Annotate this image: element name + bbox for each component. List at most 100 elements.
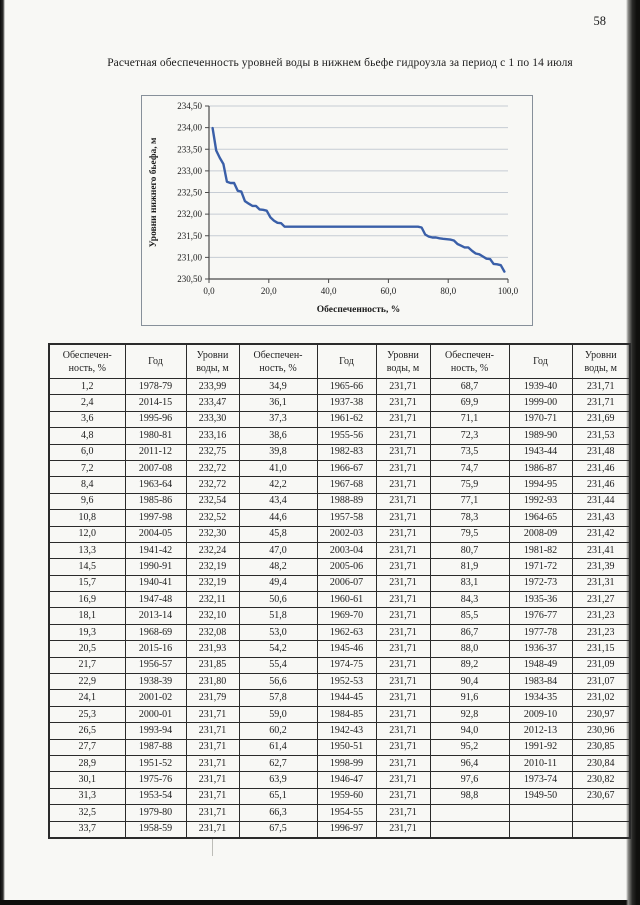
table-cell: 231,71	[375, 722, 431, 740]
table-row: 14,5 1990-91 232,19 48,2 2005-06 231,71 81,9 19…	[48, 558, 631, 576]
y-tick-label: 231,50	[177, 231, 202, 241]
table-cell: 233,99	[185, 377, 240, 396]
table-cell: 232,19	[185, 574, 240, 593]
table-cell: 1949-50	[508, 787, 573, 806]
y-tick-label: 232,50	[177, 188, 202, 198]
table-cell: 1943-44	[508, 443, 573, 461]
table-cell: 66,3	[238, 804, 318, 822]
table-row: 3,6 1995-96 233,30 37,3 1961-62 231,71 71,1 197…	[48, 410, 631, 429]
table-cell: 231,71	[375, 591, 431, 609]
table-cell: 95,2	[429, 738, 510, 756]
table-header-cell: Уровни воды, м	[375, 343, 431, 379]
table-cell: 21,7	[48, 656, 126, 675]
table-cell: 231,71	[185, 722, 240, 740]
table-cell: 1942-43	[316, 722, 377, 740]
table-cell: 1962-63	[316, 623, 377, 642]
table-row: 28,9 1951-52 231,71 62,7 1998-99 231,71 96,4 20…	[48, 754, 631, 773]
table-cell: 231,71	[375, 476, 431, 494]
table-cell: 63,9	[238, 771, 318, 789]
table-cell: 230,84	[571, 754, 631, 773]
table-cell: 2005-06	[316, 558, 377, 576]
table-cell: 231,71	[375, 804, 431, 822]
table-header-cell: Год	[316, 343, 377, 379]
table-cell: 1936-37	[508, 640, 573, 658]
table-cell: 1995-96	[124, 410, 187, 429]
table-cell: 10,8	[48, 509, 126, 527]
table-cell: 51,8	[238, 607, 318, 625]
table-cell: 97,6	[429, 771, 510, 789]
table-cell: 231,93	[185, 640, 240, 658]
table-cell: 1997-98	[124, 509, 187, 527]
table-cell: 56,6	[238, 673, 318, 691]
table-cell: 231,71	[375, 705, 431, 724]
table-cell: 1961-62	[316, 410, 377, 429]
table-cell: 1948-49	[508, 656, 573, 675]
table-cell: 1977-78	[508, 623, 573, 642]
table-cell: 1956-57	[124, 656, 187, 675]
table-cell: 83,1	[429, 574, 510, 593]
table-row: 22,9 1938-39 231,80 56,6 1952-53 231,71 90,4 19…	[48, 673, 631, 691]
table-cell: 2013-14	[124, 607, 187, 625]
table-cell: 231,71	[375, 787, 431, 806]
table-cell: 2009-10	[508, 705, 573, 724]
table-row: 24,1 2001-02 231,79 57,8 1944-45 231,71 91,6 19…	[48, 689, 631, 707]
table-cell: 22,9	[48, 673, 126, 691]
table-cell: 1985-86	[124, 492, 187, 511]
table-row: 8,4 1963-64 232,72 42,2 1967-68 231,71 75,9 199…	[48, 476, 631, 494]
table-cell: 1941-42	[124, 541, 187, 560]
page-number: 58	[593, 14, 607, 28]
table-cell: 1983-84	[508, 673, 573, 691]
table-cell: 57,8	[238, 689, 318, 707]
table-cell: 1960-61	[316, 591, 377, 609]
table-cell: 1972-73	[508, 574, 573, 593]
table-cell: 1950-51	[316, 738, 377, 756]
document-title: Расчетная обеспеченность уровней воды в …	[107, 57, 573, 69]
table-cell: 84,3	[429, 591, 510, 609]
table-cell: 232,72	[185, 476, 240, 494]
table-cell: 231,80	[185, 673, 240, 691]
table-cell: 1939-40	[508, 377, 573, 396]
table-cell: 1979-80	[124, 804, 187, 822]
table-header: Обеспечен- ность, % Год Уровни воды, м Обес…	[48, 343, 631, 379]
table-cell	[508, 804, 573, 822]
table-cell: 1938-39	[124, 673, 187, 691]
table-cell: 2014-15	[124, 394, 187, 412]
table-cell: 232,10	[185, 607, 240, 625]
table-row: 25,3 2000-01 231,71 59,0 1984-85 231,71 92,8 20…	[48, 705, 631, 724]
table-cell: 1990-91	[124, 558, 187, 576]
table-cell: 1967-68	[316, 476, 377, 494]
table-cell: 1978-79	[124, 377, 187, 396]
table-cell: 48,2	[238, 558, 318, 576]
table-cell: 231,71	[185, 787, 240, 806]
table-cell: 1952-53	[316, 673, 377, 691]
table-cell: 230,97	[571, 705, 631, 724]
table-cell: 1982-83	[316, 443, 377, 461]
table-cell: 2008-09	[508, 525, 573, 543]
table-row: 30,1 1975-76 231,71 63,9 1946-47 231,71 97,6 19…	[48, 771, 631, 789]
table-cell: 233,30	[185, 410, 240, 429]
table-cell: 78,3	[429, 509, 510, 527]
table-cell: 231,71	[375, 607, 431, 625]
table-cell: 1955-56	[316, 427, 377, 445]
table-cell: 232,08	[185, 623, 240, 642]
table-cell: 32,5	[48, 804, 126, 822]
table-cell: 231,71	[375, 394, 431, 412]
table-cell: 231,71	[375, 410, 431, 429]
table-cell: 30,1	[48, 771, 126, 789]
table-row: 13,3 1941-42 232,24 47,0 2003-04 231,71 80,7 19…	[48, 541, 631, 560]
table-cell: 54,2	[238, 640, 318, 658]
table-cell: 12,0	[48, 525, 126, 543]
table-row: 20,5 2015-16 231,93 54,2 1945-46 231,71 88,0 19…	[48, 640, 631, 658]
table-row: 18,1 2013-14 232,10 51,8 1969-70 231,71 85,5 19…	[48, 607, 631, 625]
table-cell: 45,8	[238, 525, 318, 543]
x-tick-label: 40,0	[321, 286, 337, 296]
table-cell: 25,3	[48, 705, 126, 724]
table-cell: 75,9	[429, 476, 510, 494]
table-cell: 2007-08	[124, 459, 187, 478]
table-cell: 92,8	[429, 705, 510, 724]
table-cell: 69,9	[429, 394, 510, 412]
table-cell: 231,71	[375, 443, 431, 461]
table-cell: 1958-59	[124, 820, 187, 839]
table-cell: 47,0	[238, 541, 318, 560]
table-cell: 231,27	[571, 591, 631, 609]
